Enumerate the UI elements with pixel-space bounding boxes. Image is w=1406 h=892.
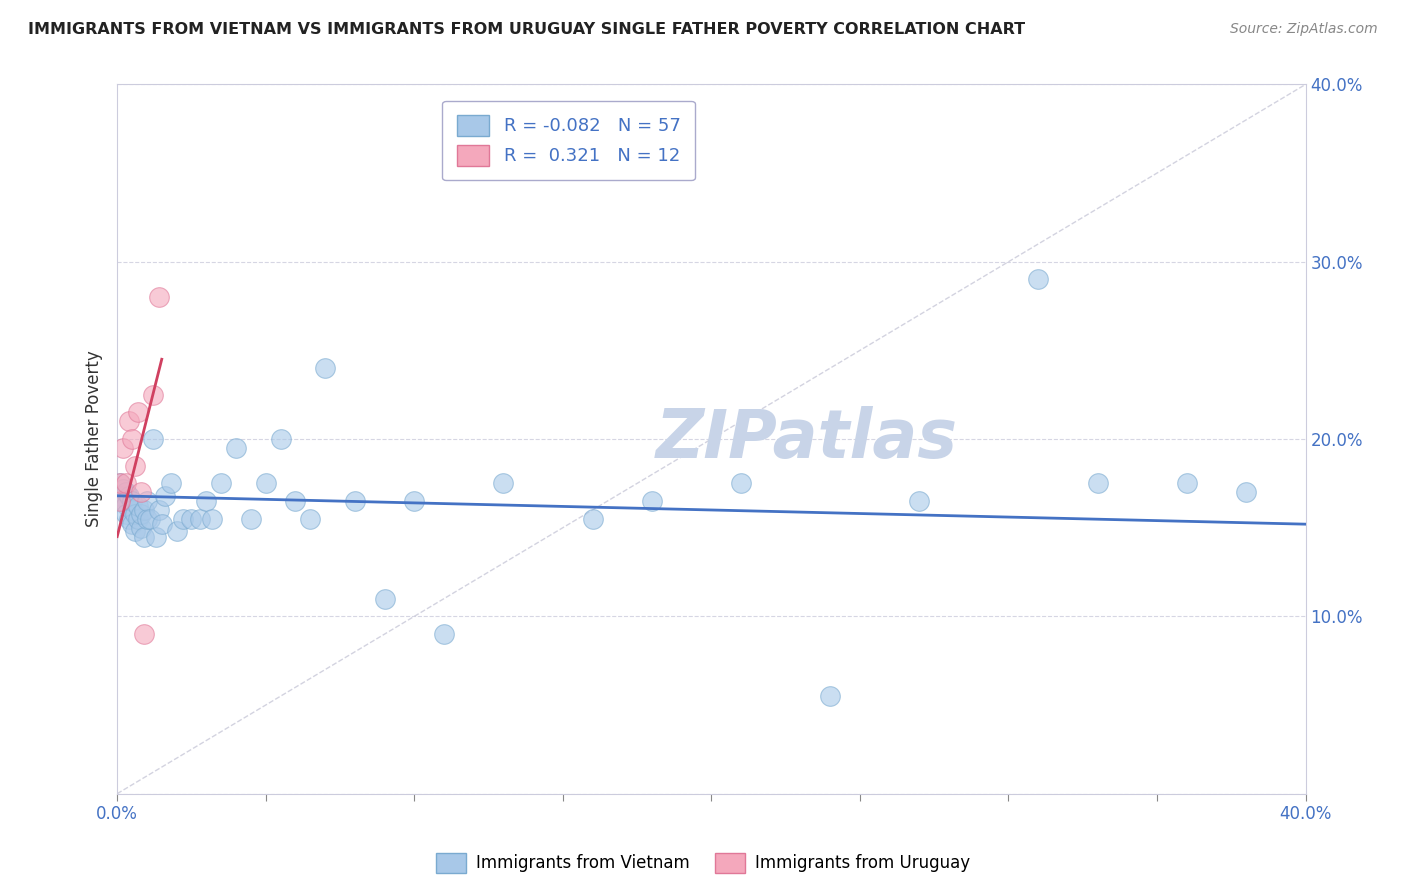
Point [115,476,138,491]
Point [135,494,157,508]
Point [314,361,336,376]
Point [108,476,131,491]
Point [172,512,194,526]
Point [115,498,138,512]
Text: ZIPatlas: ZIPatlas [655,406,957,472]
Point [180,512,202,526]
Point [124,524,146,539]
Point [299,512,322,526]
Point [121,432,143,446]
Point [148,290,170,304]
Point [270,432,292,446]
Point [112,441,135,455]
Point [343,494,366,508]
Point [129,507,152,521]
Point [108,489,131,503]
Point [153,489,176,503]
Point [118,512,141,526]
Point [132,503,155,517]
Point [135,512,157,526]
Text: IMMIGRANTS FROM VIETNAM VS IMMIGRANTS FROM URUGUAY SINGLE FATHER POVERTY CORRELA: IMMIGRANTS FROM VIETNAM VS IMMIGRANTS FR… [28,22,1025,37]
Point [150,517,173,532]
Point [124,458,146,473]
Point [239,512,262,526]
Point [730,476,752,491]
Point [1026,272,1049,286]
Point [112,494,135,508]
Point [127,512,149,526]
Point [908,494,931,508]
Point [112,482,135,496]
Point [195,494,218,508]
Point [641,494,664,508]
Point [433,627,456,641]
Point [142,432,165,446]
Legend: R = -0.082   N = 57, R =  0.321   N = 12: R = -0.082 N = 57, R = 0.321 N = 12 [443,101,695,180]
Point [142,388,165,402]
Point [209,476,232,491]
Point [284,494,307,508]
Point [254,476,277,491]
Point [581,512,603,526]
Point [190,512,212,526]
Point [159,476,181,491]
Point [166,524,188,539]
Point [127,405,149,419]
Point [132,627,155,641]
Point [1087,476,1109,491]
Y-axis label: Single Father Poverty: Single Father Poverty [86,351,103,527]
Point [148,503,170,517]
Point [121,517,143,532]
Point [132,530,155,544]
Point [121,503,143,517]
Point [129,485,152,500]
Text: Source: ZipAtlas.com: Source: ZipAtlas.com [1230,22,1378,37]
Point [374,591,396,606]
Point [1234,485,1257,500]
Point [108,494,131,508]
Point [124,507,146,521]
Point [118,489,141,503]
Legend: Immigrants from Vietnam, Immigrants from Uruguay: Immigrants from Vietnam, Immigrants from… [429,847,977,880]
Point [115,485,138,500]
Point [492,476,515,491]
Point [127,500,149,514]
Point [139,512,162,526]
Point [108,476,131,491]
Point [1175,476,1198,491]
Point [115,507,138,521]
Point [129,521,152,535]
Point [404,494,426,508]
Point [118,414,141,428]
Point [225,441,247,455]
Point [201,512,224,526]
Point [145,530,167,544]
Point [818,689,841,703]
Point [121,494,143,508]
